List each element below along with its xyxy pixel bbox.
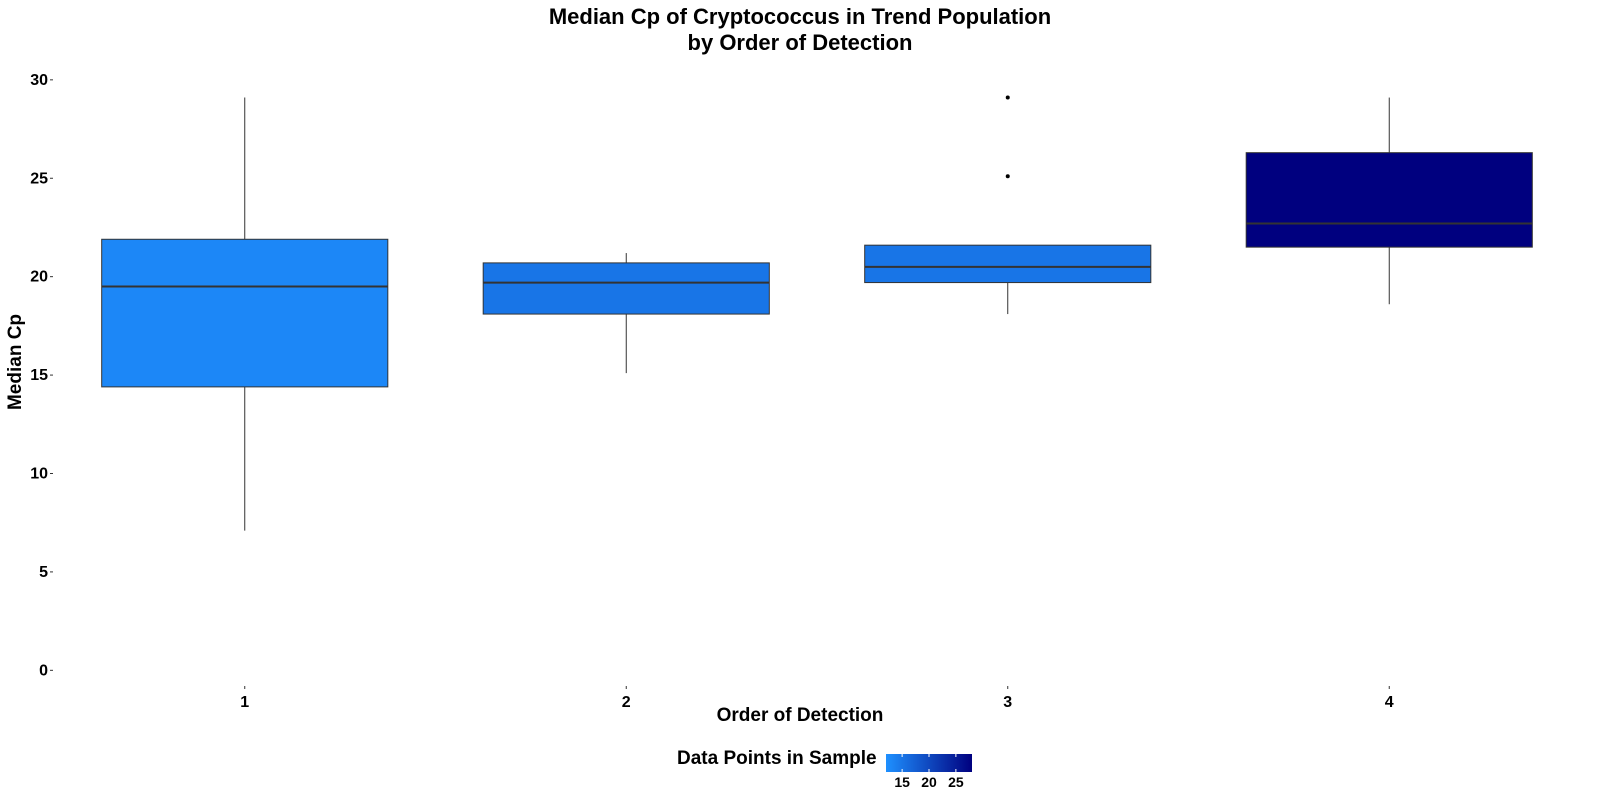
legend-tick-label-25: 25 <box>948 774 964 790</box>
legend-colorbar <box>886 754 972 772</box>
box-body-3 <box>864 244 1152 284</box>
x-tick-label-1: 1 <box>240 694 249 711</box>
y-tick-label-10: 10 <box>30 465 48 482</box>
chart-title-line-1: Median Cp of Cryptococcus in Trend Popul… <box>549 4 1051 29</box>
x-axis: 1 2 3 4 <box>240 686 1394 711</box>
x-tick-label-3: 3 <box>1003 694 1012 711</box>
x-axis-title: Order of Detection <box>717 705 884 726</box>
chart-title-line-2: by Order of Detection <box>688 30 913 55</box>
x-tick-label-2: 2 <box>622 694 631 711</box>
y-axis-title: Median Cp <box>5 314 26 410</box>
box-body-2 <box>482 262 770 315</box>
y-tick-label-20: 20 <box>30 269 48 286</box>
y-tick-label-30: 30 <box>30 72 48 89</box>
y-tick-label-5: 5 <box>39 564 48 581</box>
y-tick-label-25: 25 <box>30 170 48 187</box>
x-tick-label-4: 4 <box>1385 694 1394 711</box>
y-tick-label-0: 0 <box>39 662 48 679</box>
box-body-1 <box>101 238 389 388</box>
box-body-4 <box>1245 152 1533 248</box>
box-3 <box>864 95 1152 315</box>
y-tick-label-15: 15 <box>30 367 48 384</box>
outlier-3-1 <box>1005 95 1010 100</box>
outlier-3-0 <box>1005 174 1010 179</box>
legend: Data Points in Sample 15 20 25 <box>677 748 972 790</box>
legend-tick-label-15: 15 <box>894 774 910 790</box>
legend-title: Data Points in Sample <box>677 748 877 769</box>
legend-tick-label-20: 20 <box>921 774 937 790</box>
plot-area <box>101 95 1533 531</box>
legend-ticks: 15 20 25 <box>894 754 964 790</box>
box-4 <box>1245 97 1533 305</box>
box-2 <box>482 253 770 374</box>
box-1 <box>101 97 389 531</box>
y-axis: 0 5 10 15 20 25 30 <box>30 72 53 679</box>
